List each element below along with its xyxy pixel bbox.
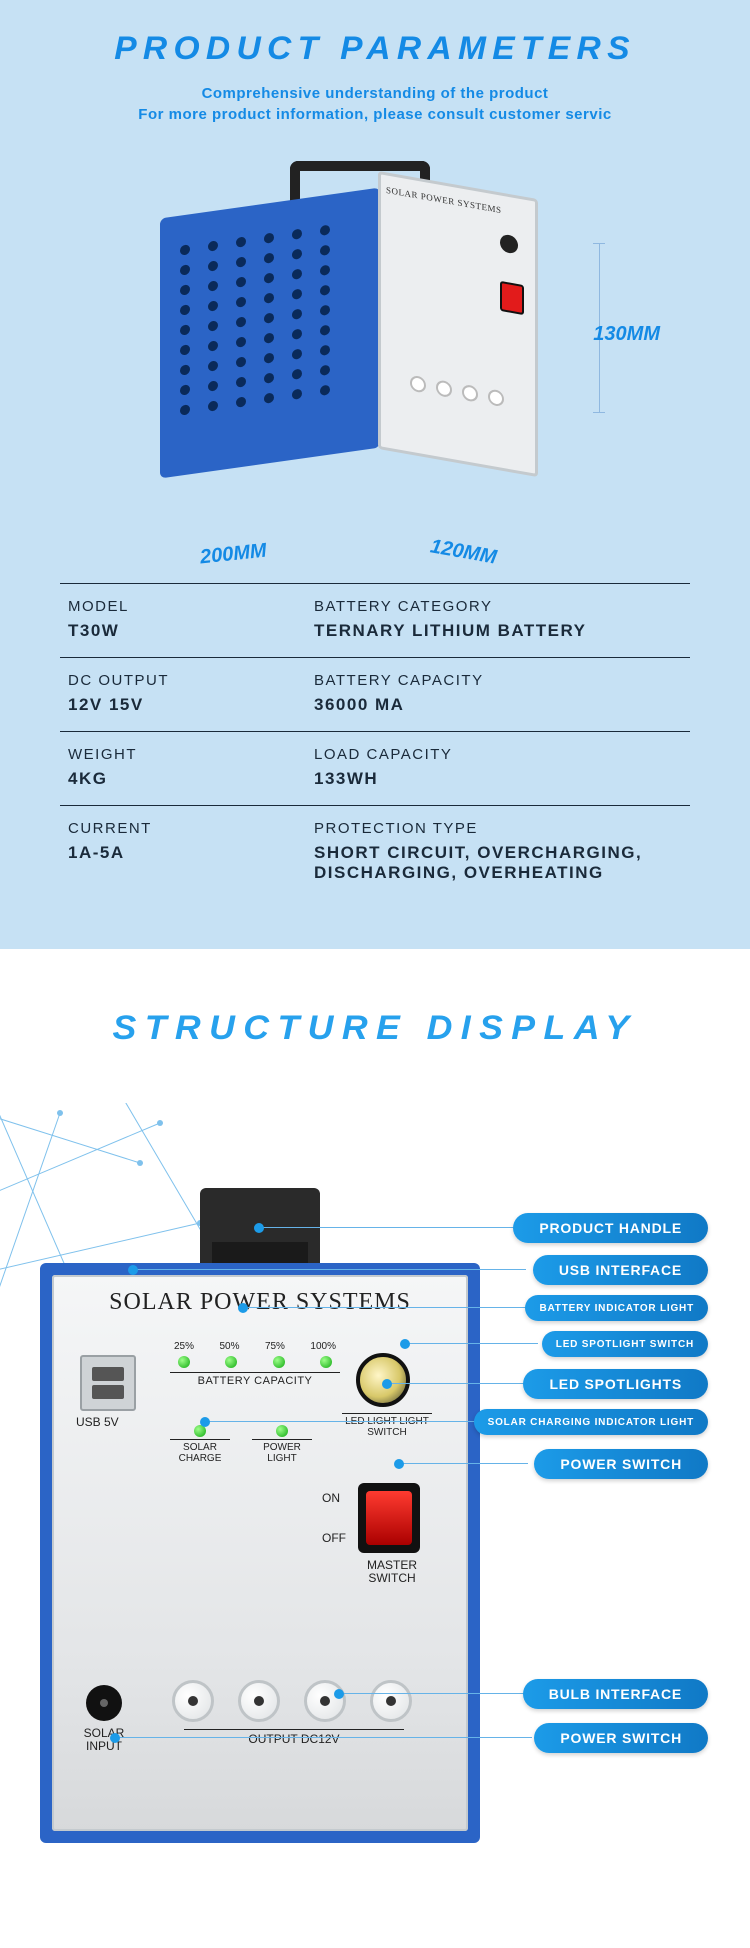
spec-value: 133WH	[314, 769, 682, 789]
battery-pct-50: 50%	[219, 1341, 239, 1352]
led-spotlight-label: LED LIGHT LIGHT SWITCH	[342, 1413, 432, 1438]
battery-pct-row: 25% 50% 75% 100%	[170, 1341, 340, 1352]
spec-row: MODEL T30W BATTERY CATEGORY TERNARY LITHIUM…	[60, 583, 690, 657]
battery-capacity-label: BATTERY CAPACITY	[170, 1372, 340, 1387]
spec-cell-left: CURRENT 1A-5A	[60, 820, 306, 883]
spec-value: 12V 15V	[68, 695, 298, 715]
callout-lead-line	[206, 1421, 518, 1422]
spec-value: T30W	[68, 621, 298, 641]
on-label: ON	[322, 1491, 346, 1505]
spec-value: TERNARY LITHIUM BATTERY	[314, 621, 682, 641]
callout-lead-line	[116, 1737, 532, 1738]
parameters-subtitle-1: Comprehensive understanding of the produ…	[0, 85, 750, 102]
spec-value: 1A-5A	[68, 843, 298, 863]
spec-row: CURRENT 1A-5A PROTECTION TYPE SHORT CIRCUIT…	[60, 805, 690, 899]
led-icon	[225, 1356, 237, 1368]
battery-pct-100: 100%	[310, 1341, 336, 1352]
product-parameters-section: PRODUCT PARAMETERS Comprehensive underst…	[0, 0, 750, 949]
output-port-icon	[238, 1680, 280, 1722]
master-switch-icon	[358, 1483, 420, 1553]
structure-display-section: STRUCTURE DISPLAY SOLAR POWER SYSTEMS US…	[0, 949, 750, 1883]
spec-cell-left: MODEL T30W	[60, 598, 306, 641]
callout-pill: POWER SWITCH	[534, 1723, 708, 1753]
usb-label: USB 5V	[76, 1415, 119, 1429]
spec-label: BATTERY CAPACITY	[314, 672, 682, 689]
led-icon	[178, 1356, 190, 1368]
spec-cell-right: PROTECTION TYPE SHORT CIRCUIT, OVERCHARGI…	[306, 820, 690, 883]
solar-input-jack-icon	[86, 1685, 122, 1721]
spec-label: WEIGHT	[68, 746, 298, 763]
device2-panel: SOLAR POWER SYSTEMS USB 5V 25% 50% 75% 1…	[52, 1275, 468, 1831]
spec-cell-left: DC OUTPUT 12V 15V	[60, 672, 306, 715]
battery-pct-25: 25%	[174, 1341, 194, 1352]
callout-lead-line	[260, 1227, 520, 1228]
callout-pill: POWER SWITCH	[534, 1449, 708, 1479]
callout-lead-line	[244, 1307, 538, 1308]
parameters-title: PRODUCT PARAMETERS	[0, 30, 750, 67]
callout-pill: PRODUCT HANDLE	[513, 1213, 708, 1243]
callout-pill: USB INTERFACE	[533, 1255, 708, 1285]
callout-pill: SOLAR CHARGING INDICATOR LIGHT	[474, 1409, 708, 1435]
power-light-label: POWER LIGHT	[252, 1439, 312, 1464]
solar-charge-label: SOLAR CHARGE	[170, 1439, 230, 1464]
callout-pill: LED SPOTLIGHTS	[523, 1369, 708, 1399]
parameters-subtitle-2: For more product information, please con…	[0, 106, 750, 123]
spec-label: CURRENT	[68, 820, 298, 837]
power-light-block: POWER LIGHT	[252, 1425, 312, 1464]
output-port-icon	[172, 1680, 214, 1722]
spec-row: WEIGHT 4KG LOAD CAPACITY 133WH	[60, 731, 690, 805]
spec-label: DC OUTPUT	[68, 672, 298, 689]
callout-lead-line	[400, 1463, 528, 1464]
spec-cell-left: WEIGHT 4KG	[60, 746, 306, 789]
led-icon	[320, 1356, 332, 1368]
spec-table: MODEL T30W BATTERY CATEGORY TERNARY LITHIUM…	[60, 583, 690, 949]
device-power-switch-shape	[500, 281, 524, 315]
dimension-depth: 120MM	[429, 535, 499, 569]
spec-label: PROTECTION TYPE	[314, 820, 682, 837]
dimension-height: 130MM	[593, 323, 660, 346]
battery-led-row	[170, 1352, 340, 1370]
device2-title: SOLAR POWER SYSTEMS	[52, 1289, 468, 1316]
solar-input-label: SOLAR INPUT	[76, 1727, 132, 1753]
callout-lead-line	[388, 1383, 528, 1384]
usb-port-icon	[80, 1355, 136, 1411]
spec-value: 4KG	[68, 769, 298, 789]
callout-lead-line	[406, 1343, 538, 1344]
structure-title: STRUCTURE DISPLAY	[0, 1009, 750, 1048]
on-off-labels: ON OFF	[322, 1491, 346, 1545]
output-port-icon	[304, 1680, 346, 1722]
spec-value: SHORT CIRCUIT, OVERCHARGING, DISCHARGING…	[314, 843, 682, 883]
device2-frame: SOLAR POWER SYSTEMS USB 5V 25% 50% 75% 1…	[40, 1263, 480, 1843]
led-icon	[276, 1425, 288, 1437]
callout-pill: LED SPOTLIGHT SWITCH	[542, 1331, 708, 1357]
callout-pill: BATTERY INDICATOR LIGHT	[525, 1295, 708, 1321]
structure-stage: SOLAR POWER SYSTEMS USB 5V 25% 50% 75% 1…	[0, 1103, 750, 1883]
dimension-width: 200MM	[199, 540, 268, 570]
spec-label: LOAD CAPACITY	[314, 746, 682, 763]
battery-capacity-block: 25% 50% 75% 100% BATTERY CAPACITY	[170, 1341, 340, 1387]
spec-label: BATTERY CATEGORY	[314, 598, 682, 615]
device-vent-holes	[180, 220, 360, 435]
output-port-icon	[370, 1680, 412, 1722]
led-icon	[273, 1356, 285, 1368]
device-illustration: SOLAR POWER SYSTEMS	[160, 173, 540, 493]
spec-label: MODEL	[68, 598, 298, 615]
spec-row: DC OUTPUT 12V 15V BATTERY CAPACITY 36000 MA	[60, 657, 690, 731]
solar-charge-block: SOLAR CHARGE	[170, 1425, 230, 1464]
callout-pill: BULB INTERFACE	[523, 1679, 708, 1709]
master-switch-label: MASTER SWITCH	[352, 1559, 432, 1585]
spec-cell-right: BATTERY CATEGORY TERNARY LITHIUM BATTERY	[306, 598, 690, 641]
spec-cell-right: LOAD CAPACITY 133WH	[306, 746, 690, 789]
callout-lead-line	[134, 1269, 526, 1270]
device-front-panel	[378, 171, 538, 477]
callout-lead-line	[340, 1693, 526, 1694]
off-label: OFF	[322, 1531, 346, 1545]
spec-value: 36000 MA	[314, 695, 682, 715]
output-ports-row	[172, 1680, 412, 1722]
product-image-stage: SOLAR POWER SYSTEMS 130MM 200MM 120MM	[0, 133, 750, 553]
device-front-view: SOLAR POWER SYSTEMS USB 5V 25% 50% 75% 1…	[40, 1183, 480, 1863]
master-switch-block: ON OFF MASTER SWITCH	[352, 1483, 432, 1585]
battery-pct-75: 75%	[265, 1341, 285, 1352]
spec-cell-right: BATTERY CAPACITY 36000 MA	[306, 672, 690, 715]
